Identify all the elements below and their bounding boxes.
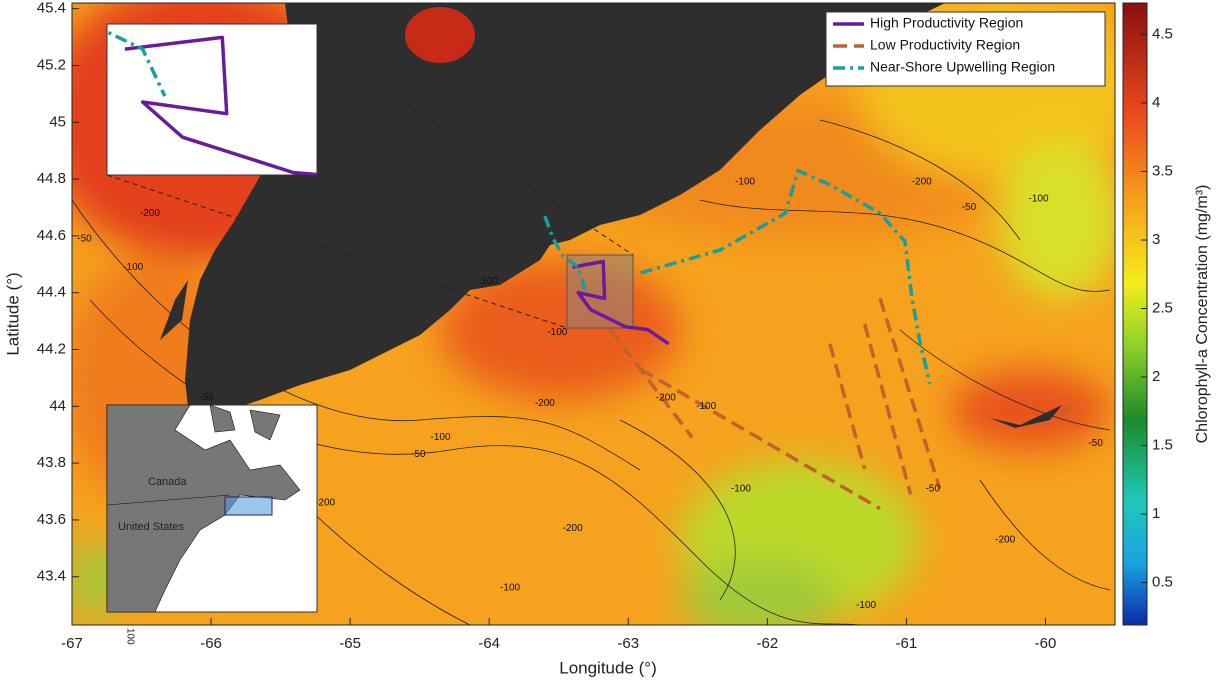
x-tick-label: -64 [478,635,500,652]
contour-label: -100 [547,327,567,338]
zoom-connectors [106,44,634,329]
legend-label: High Productivity Region [870,15,1023,31]
x-tick-label: -60 [1035,635,1057,652]
x-tick-label: -67 [61,635,83,652]
inset-track-line [124,35,317,175]
contour-label: -100 [856,600,876,611]
contour-label: -100 [123,262,143,273]
bay [405,7,475,63]
legend-label: Low Productivity Region [870,37,1020,53]
colorbar-tick-label: 0.5 [1152,573,1173,590]
y-tick-label: 43.8 [37,454,66,471]
inset-label: Canada [148,476,187,488]
track-line [572,259,670,346]
land [160,3,1062,428]
inset-label: United States [118,521,185,533]
contour-label: -200 [535,398,555,409]
colorbar-tick-label: 2 [1152,368,1160,385]
x-tick-label: -66 [200,635,222,652]
contour-label: -50 [962,202,977,213]
colorbar-tick-label: 1.5 [1152,436,1173,453]
y-axis-label: Latitude (°) [3,272,22,355]
contour-label: -50 [1088,438,1103,449]
contour-label: -200 [912,177,932,188]
y-tick-label: 44.4 [37,284,66,301]
y-tick-label: 43.4 [37,568,66,585]
contour-label: -50 [411,449,426,460]
contour-labels: -200 -100 -50 -50 -100 -50 -200 -100 -100 -200 -10… [77,177,1103,611]
x-tick-label: -61 [896,635,918,652]
x-axis-label: Longitude (°) [559,658,657,677]
contour-label: -100 [731,483,751,494]
y-tick-label: 44.8 [37,170,66,187]
y-tick-label: 44.6 [37,227,66,244]
tracks [543,168,1079,511]
y-tick-label: 45 [49,113,66,130]
y-tick-label: 44.2 [37,340,66,357]
contour-label: -200 [995,534,1015,545]
axes: -67 -66 -65 -64 -63 -62 -61 -6043.443.643.84444… [37,0,1173,652]
contour-label: -200 [140,208,160,219]
x-tick-label: -63 [617,635,639,652]
colorbar-tick-label: 3.5 [1152,162,1173,179]
contour-label: -100 [431,432,451,443]
locator-inset: Canada United States 100 [106,404,318,645]
colorbar-tick-label: 2.5 [1152,299,1173,316]
x-tick-label: -62 [756,635,778,652]
plot-frame [71,2,1116,626]
contour-label: -50 [200,392,215,403]
contours [72,119,1111,625]
track-line [608,297,1079,511]
colorbar [1122,2,1148,626]
y-tick-label: 45.2 [37,56,66,73]
colorbar-tick-label: 3 [1152,231,1160,248]
colorbar-tick-label: 1 [1152,505,1160,522]
inset-tick: 100 [124,628,135,645]
legend: High Productivity Region Low Productivity… [825,11,1106,87]
contour-label: -50 [77,233,92,244]
track-line [543,168,932,385]
contour-label: -100 [478,276,498,287]
colorbar-tick-label: 4 [1152,94,1160,111]
contour-label: -100 [500,583,520,594]
legend-label: Near-Shore Upwelling Region [870,59,1055,75]
contour-label: -100 [1029,194,1049,205]
y-tick-label: 43.6 [37,511,66,528]
colorbar-tick-label: 4.5 [1152,25,1173,42]
zoom-inset-tracks [107,29,317,175]
contour-label: -200 [315,498,335,509]
contour-label: -200 [563,523,583,534]
x-tick-label: -65 [339,635,361,652]
y-tick-label: 45.4 [37,0,66,17]
contour-label: -200 [656,392,676,403]
y-tick-label: 44 [49,397,66,414]
contour-label: -100 [735,177,755,188]
contour-label: -50 [926,483,941,494]
colorbar-label: Chlorophyll-a Concentration (mg/m³) [1194,185,1211,444]
contour-label: -100 [696,401,716,412]
